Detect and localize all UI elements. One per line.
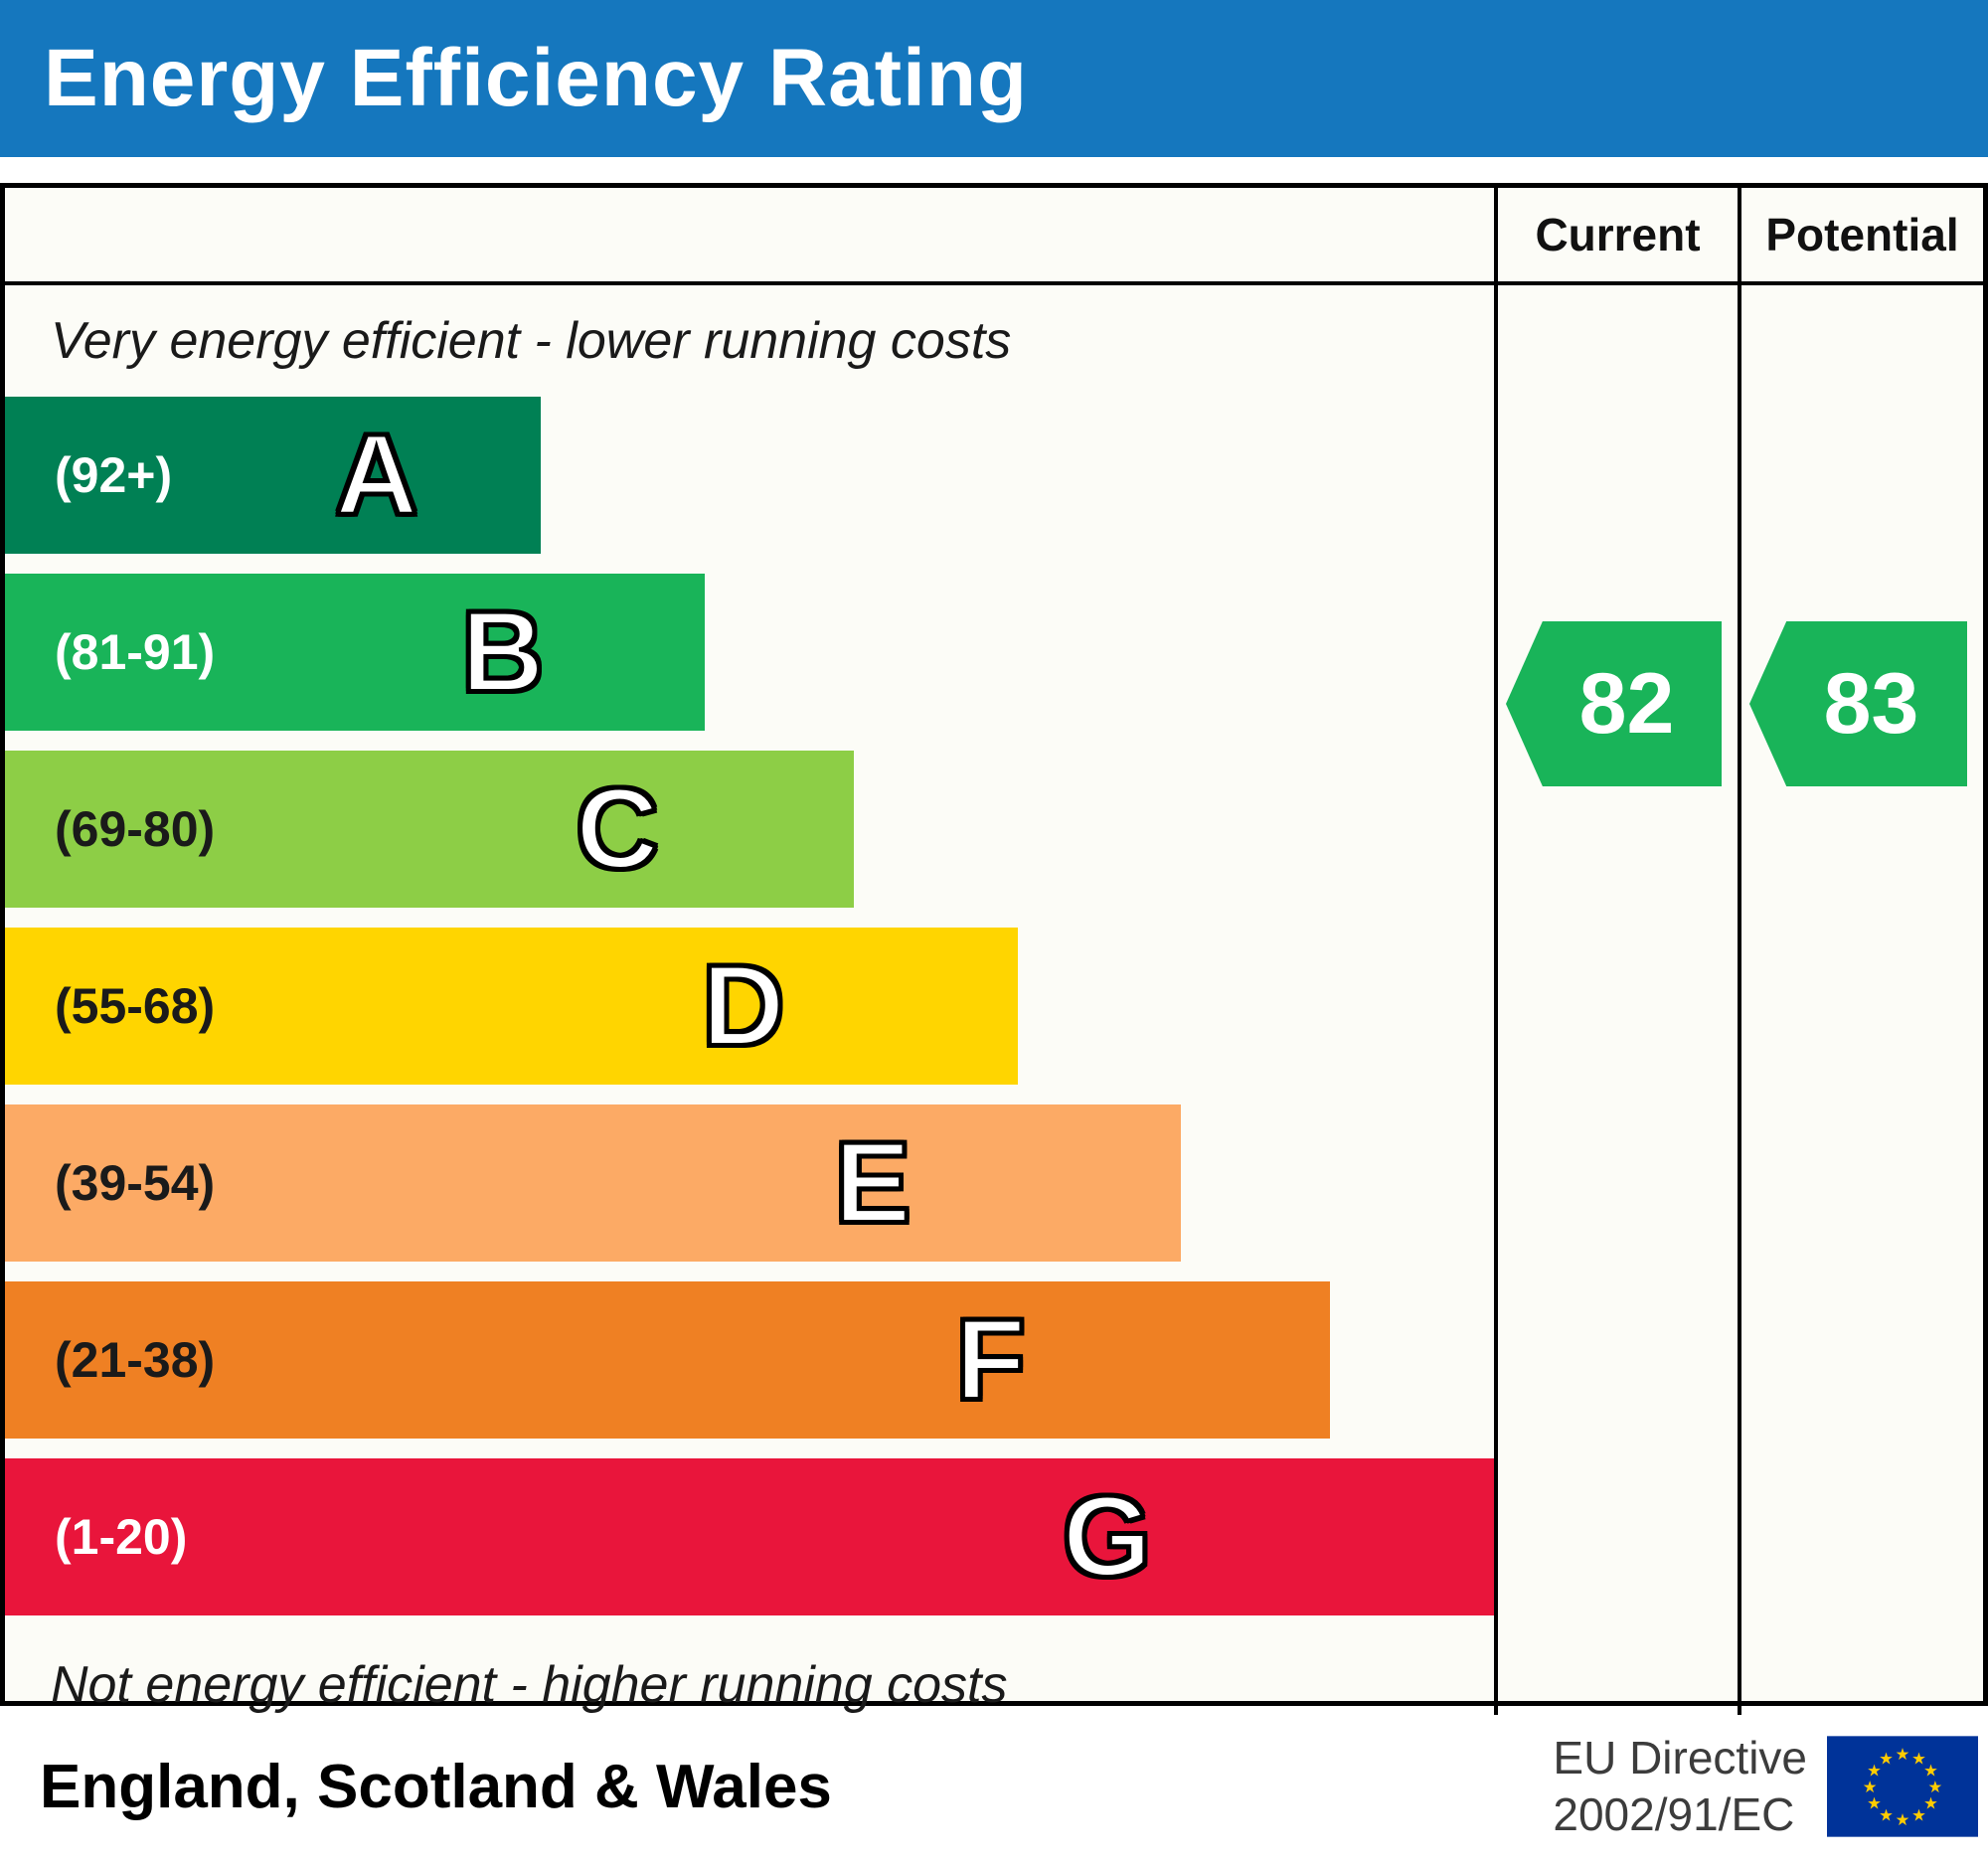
band-bar-b: (81-91) B <box>5 574 706 731</box>
svg-text:★: ★ <box>1879 1805 1894 1824</box>
header-spacer <box>5 188 1494 285</box>
band-bar-a: (92+) A <box>5 397 542 554</box>
band-row-a: (92+) A <box>5 397 1494 554</box>
band-range-label: (21-38) <box>55 1332 216 1388</box>
footer: England, Scotland & Wales EU Directive 2… <box>0 1706 1988 1867</box>
band-range-label: (39-54) <box>55 1155 216 1211</box>
region-label: England, Scotland & Wales <box>40 1752 832 1821</box>
eu-flag-icon: ★ ★ ★ ★ ★ ★ ★ ★ ★ ★ ★ ★ <box>1827 1736 1978 1837</box>
band-row-g: (1-20) G <box>5 1458 1494 1615</box>
potential-rating-value: 83 <box>1823 655 1919 752</box>
band-letter: G <box>1061 1472 1153 1601</box>
current-column: 82 <box>1494 285 1738 1715</box>
band-letter: A <box>333 411 419 539</box>
potential-rating-arrow: 83 <box>1749 621 1967 786</box>
current-rating-arrow: 82 <box>1506 621 1722 786</box>
band-bar-f: (21-38) F <box>5 1281 1331 1439</box>
band-row-d: (55-68) D <box>5 928 1494 1085</box>
top-note: Very energy efficient - lower running co… <box>51 312 1012 370</box>
band-letter: B <box>459 588 546 716</box>
bottom-note: Not energy efficient - higher running co… <box>51 1656 1008 1714</box>
current-column-header: Current <box>1494 188 1738 285</box>
band-letter: E <box>833 1118 913 1247</box>
band-row-f: (21-38) F <box>5 1281 1494 1439</box>
potential-column: 83 <box>1738 285 1983 1715</box>
svg-text:★: ★ <box>1896 1810 1910 1829</box>
svg-text:★: ★ <box>1879 1749 1894 1768</box>
bands-column: Very energy efficient - lower running co… <box>5 285 1494 1715</box>
eu-directive-line2: 2002/91/EC <box>1553 1788 1795 1840</box>
svg-text:★: ★ <box>1896 1745 1910 1764</box>
band-range-label: (92+) <box>55 447 173 503</box>
eu-directive-label: EU Directive 2002/91/EC <box>1553 1730 1807 1844</box>
band-bar-g: (1-20) G <box>5 1458 1494 1615</box>
band-range-label: (55-68) <box>55 978 216 1034</box>
svg-text:★: ★ <box>1923 1793 1938 1812</box>
svg-text:★: ★ <box>1923 1761 1938 1780</box>
band-range-label: (1-20) <box>55 1509 188 1565</box>
svg-text:★: ★ <box>1928 1778 1943 1796</box>
band-bar-d: (55-68) D <box>5 928 1018 1085</box>
potential-column-header: Potential <box>1738 188 1983 285</box>
band-row-e: (39-54) E <box>5 1104 1494 1262</box>
energy-efficiency-chart: Current Potential Very energy efficient … <box>0 183 1988 1715</box>
page-title: Energy Efficiency Rating <box>44 33 1029 123</box>
svg-text:★: ★ <box>1911 1749 1926 1768</box>
band-letter: F <box>953 1295 1027 1424</box>
svg-text:★: ★ <box>1911 1805 1926 1824</box>
current-rating-value: 82 <box>1578 655 1675 752</box>
band-letter: C <box>574 764 660 893</box>
svg-text:★: ★ <box>1867 1761 1882 1780</box>
band-range-label: (81-91) <box>55 624 216 680</box>
band-row-c: (69-80) C <box>5 751 1494 908</box>
svg-text:★: ★ <box>1867 1793 1882 1812</box>
band-letter: D <box>700 941 786 1070</box>
band-range-label: (69-80) <box>55 801 216 857</box>
svg-text:★: ★ <box>1863 1778 1878 1796</box>
title-bar: Energy Efficiency Rating <box>0 0 1988 157</box>
band-row-b: (81-91) B <box>5 574 1494 731</box>
band-bar-e: (39-54) E <box>5 1104 1182 1262</box>
band-bar-c: (69-80) C <box>5 751 854 908</box>
eu-directive-line1: EU Directive <box>1553 1731 1807 1783</box>
